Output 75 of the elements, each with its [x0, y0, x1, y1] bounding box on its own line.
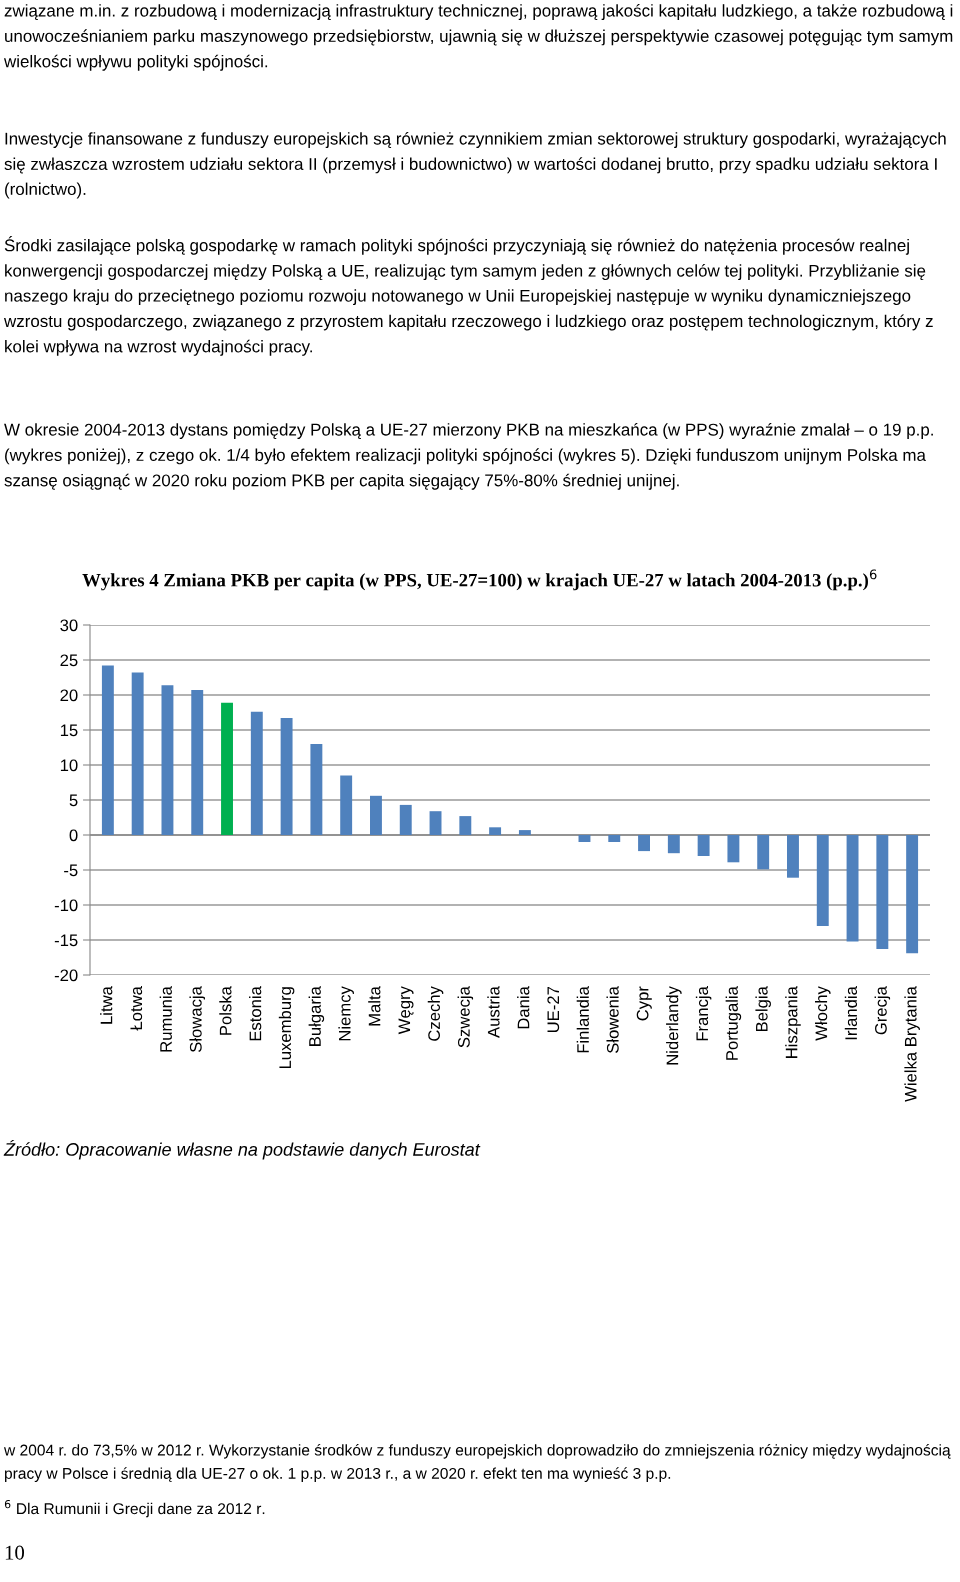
- text: W okresie 2004-2013 dystans pomiędzy Polską a UE-27 mierzony PKB na mieszkańca (w PPS) wyraźnie zmalał – o 19 p.p. (wykres poniżej), z czego ok. 1/4 było efektem realizacji polityki spójności (wykres 5). Dzięki funduszom unijnym Polska ma szansę osiągnąć w 2020 roku poziom PKB per capita sięgający 75%-80% średniej unijnej.: [4, 423, 933, 490]
- x-tick-label: Luxemburg: [278, 987, 295, 1069]
- text: 10: [5, 1545, 25, 1560]
- x-tick-label: Polska: [219, 986, 232, 1035]
- x-tick-label: Węgry: [398, 986, 414, 1035]
- text: Środki zasilające polską gospodarkę w ramach polityki spójności przyczyniają się również do natężenia procesów realnej konwergencji gospodarczej między Polską a UE, realizując tym samym jeden z głównych celów tej polityki. Przybliżanie się naszego kraju do przeciętnego poziomu rozwoju notowanego w Unii Europejskiej następuje w wyniku dynamiczniejszego wzrostu gospodarczego, związanego z przyrostem kapitału rzeczowego i ludzkiego oraz postępem technologicznym, który z kolei wpływa na wzrost wydajności pracy.: [3, 236, 933, 356]
- bar: [221, 702, 233, 835]
- x-tick-label: Austria: [487, 986, 500, 1038]
- x-tick-label: Belgia: [755, 986, 771, 1032]
- x-tick-label: Łotwa: [130, 986, 143, 1031]
- y-tick-label: -20: [54, 969, 78, 982]
- x-tick-label: Szwecja: [457, 986, 474, 1048]
- x-tick-label: Słowacja: [189, 986, 205, 1053]
- y-tick-label: 20: [60, 689, 78, 702]
- text: związane m.in. z rozbudową i modernizacją infrastruktury technicznej, poprawą jakości kapitału ludzkiego, a także rozbudową i unowocześnianiem parku maszynowego przedsiębiorstw, ujawnią się w dłuższej perspektywie czasowej potęgując tym samym wielkości wpływu polityki spójności.: [3, 4, 953, 71]
- bar: [370, 795, 382, 835]
- bar: [399, 804, 412, 835]
- text: w 2004 r. do 73,5% w 2012 r. Wykorzystanie środków z funduszy europejskich doprowadziło do zmniejszenia różnicy między wydajnością pracy w Polsce i średnią dla UE-27 o ok. 1 p.p. w 2013 r., a w 2020 r. efekt ten ma wynieść 3 p.p.: [3, 1444, 951, 1482]
- bar: [280, 718, 293, 835]
- bar: [578, 835, 591, 842]
- y-tick-label: 25: [60, 654, 78, 667]
- bar: [667, 835, 680, 854]
- x-tick-label: Słowenia: [606, 986, 619, 1053]
- x-tick-label: Irlandia: [844, 986, 858, 1040]
- x-tick-label: Dania: [517, 986, 530, 1029]
- bar: [727, 835, 740, 863]
- bar: [906, 835, 919, 954]
- bar: [697, 835, 710, 856]
- x-tick-label: Niderlandy: [666, 986, 682, 1065]
- bar: [876, 835, 889, 950]
- y-tick-label: 15: [60, 724, 78, 737]
- bar: [101, 665, 114, 835]
- bar: [459, 816, 472, 835]
- bar: [489, 827, 502, 835]
- y-tick-label: 10: [60, 759, 78, 772]
- x-tick-label: Niemcy: [338, 986, 354, 1041]
- x-tick-label: Bułgaria: [308, 986, 325, 1046]
- x-tick-label: Czechy: [427, 986, 444, 1041]
- x-tick-label: Finlandia: [576, 986, 589, 1053]
- y-tick-label: -15: [54, 934, 78, 947]
- x-tick-label: Hiszpania: [785, 986, 801, 1058]
- bar: [518, 830, 531, 835]
- x-tick-label: Malta: [368, 986, 381, 1026]
- x-tick-label: Wielka Brytania: [904, 986, 920, 1102]
- x-tick-label: Estonia: [249, 986, 262, 1041]
- y-tick-label: 30: [60, 619, 78, 632]
- bar: [846, 835, 859, 942]
- bar: [310, 744, 323, 835]
- bar: [191, 690, 204, 835]
- text: Inwestycje finansowane z funduszy europejskich są również czynnikiem zmian sektorowej struktury gospodarki, wyrażających się zwłaszcza wzrostem udziału sektora II (przemysł i budownictwo) w wartości dodanej brutto, przy spadku udziału sektora I (rolnictwo).: [4, 132, 946, 199]
- x-tick-label: Cypr: [636, 986, 652, 1021]
- y-tick-label: -5: [64, 864, 78, 877]
- y-tick-label: 0: [69, 829, 78, 842]
- x-tick-label: Portugalia: [725, 986, 742, 1060]
- bar: [340, 775, 353, 835]
- x-tick-label: Litwa: [100, 986, 113, 1024]
- bar: [161, 685, 174, 835]
- bar: [638, 835, 650, 852]
- x-tick-label: Francja: [695, 986, 712, 1041]
- x-tick-label: Rumunia: [159, 986, 172, 1052]
- x-tick-label: Grecja: [874, 986, 891, 1035]
- bar: [429, 811, 442, 835]
- bar: [250, 711, 263, 835]
- y-tick-label: -10: [54, 899, 78, 912]
- bar: [131, 672, 144, 835]
- x-tick-label: Włochy: [815, 986, 831, 1041]
- y-tick-label: 5: [69, 794, 78, 807]
- bar: [757, 835, 770, 870]
- text: Źródło: Opracowanie własne na podstawie danych Eurostat: [3, 1140, 481, 1160]
- text: $^{6}$ Dla Rumunii i Grecji dane za 2012 r.: [4, 1500, 265, 1518]
- bar: [816, 835, 829, 926]
- bar: [787, 835, 799, 878]
- chart-title: Wykres 4 Zmiana PKB per capita (w PPS, UE-27=100) w krajach UE-27 w latach 2004-2013 (p.p.)$^{6}$: [82, 569, 877, 591]
- bar: [608, 835, 621, 842]
- x-tick-label: UE-27: [547, 986, 560, 1033]
